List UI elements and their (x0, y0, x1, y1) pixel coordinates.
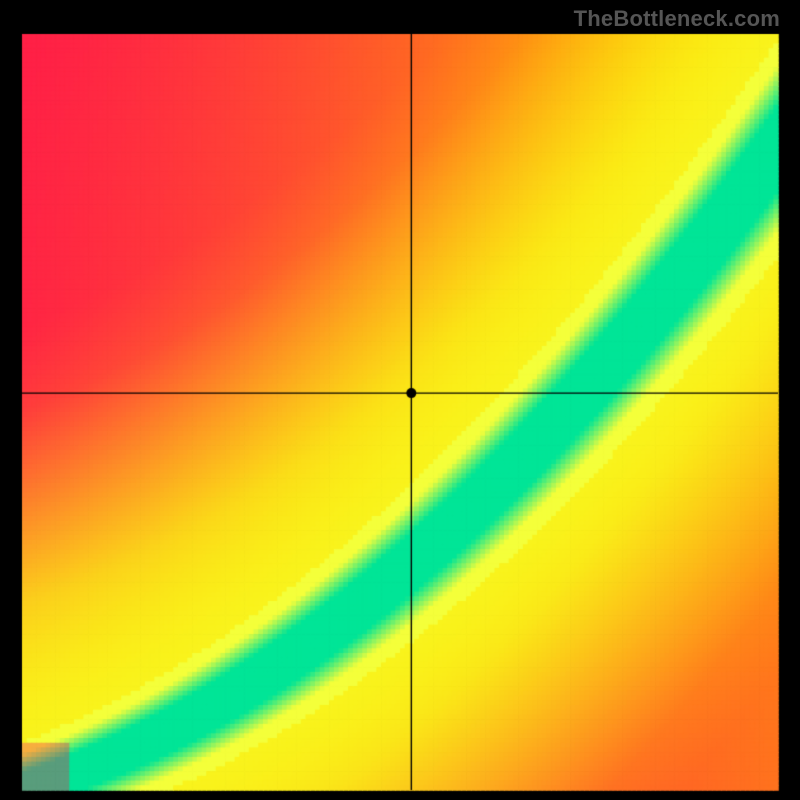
bottleneck-heatmap (0, 0, 800, 800)
watermark-text: TheBottleneck.com (574, 6, 780, 32)
chart-container: TheBottleneck.com (0, 0, 800, 800)
